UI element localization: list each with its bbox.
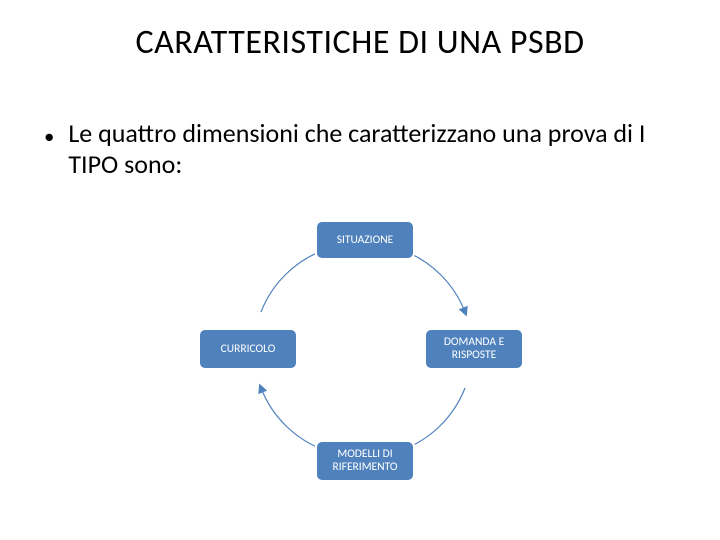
node-curricolo: CURRICOLO xyxy=(198,328,298,370)
slide: CARATTERISTICHE DI UNA PSBD • Le quattro… xyxy=(0,0,720,540)
bullet-row: • Le quattro dimensioni che caratterizza… xyxy=(44,118,660,180)
arc-top-right xyxy=(402,250,465,312)
node-domanda-risposte: DOMANDA E RISPOSTE xyxy=(424,328,524,370)
bullet-block: • Le quattro dimensioni che caratterizza… xyxy=(44,118,660,180)
slide-title: CARATTERISTICHE DI UNA PSBD xyxy=(0,22,720,63)
bullet-dot-icon: • xyxy=(44,124,54,149)
arc-bottom-left xyxy=(261,388,324,450)
arc-left-top xyxy=(261,250,324,312)
bullet-text: Le quattro dimensioni che caratterizzano… xyxy=(68,118,660,180)
cycle-diagram: SITUAZIONE DOMANDA E RISPOSTE MODELLI DI… xyxy=(180,220,540,520)
node-situazione: SITUAZIONE xyxy=(315,220,415,260)
node-modelli-riferimento: MODELLI DI RIFERIMENTO xyxy=(315,440,415,482)
